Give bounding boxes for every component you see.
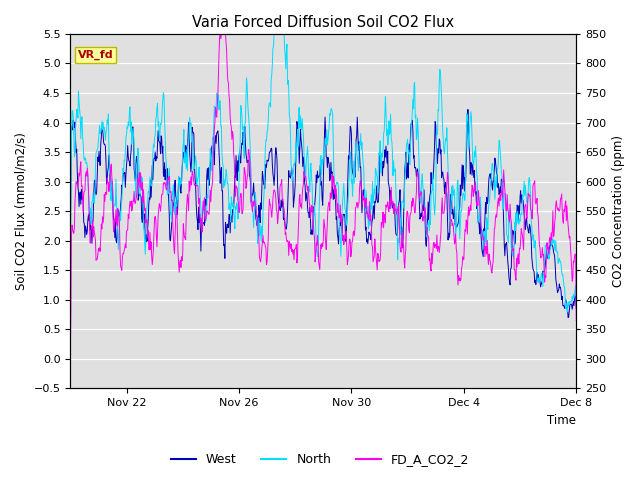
Legend: West, North, FD_A_CO2_2: West, North, FD_A_CO2_2 [166,448,474,471]
Y-axis label: CO2 Concentration (ppm): CO2 Concentration (ppm) [612,135,625,287]
Title: Varia Forced Diffusion Soil CO2 Flux: Varia Forced Diffusion Soil CO2 Flux [192,15,454,30]
X-axis label: Time: Time [547,414,576,427]
Text: VR_fd: VR_fd [78,50,113,60]
Y-axis label: Soil CO2 Flux (mmol/m2/s): Soil CO2 Flux (mmol/m2/s) [15,132,28,290]
